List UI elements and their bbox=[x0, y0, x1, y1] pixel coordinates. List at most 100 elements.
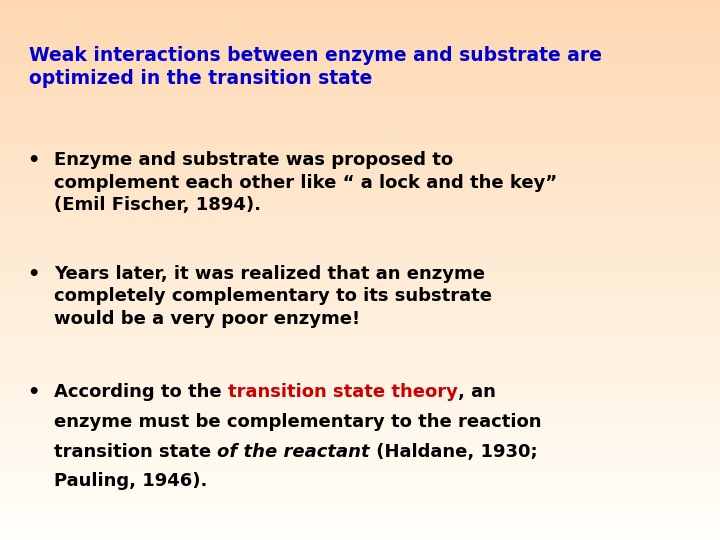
Bar bbox=[0, 275, 720, 277]
Bar bbox=[0, 444, 720, 447]
Bar bbox=[0, 274, 720, 275]
Bar bbox=[0, 450, 720, 452]
Bar bbox=[0, 5, 720, 7]
Bar bbox=[0, 461, 720, 463]
Bar bbox=[0, 272, 720, 274]
Bar bbox=[0, 153, 720, 155]
Bar bbox=[0, 39, 720, 42]
Bar bbox=[0, 135, 720, 137]
Bar bbox=[0, 15, 720, 16]
Bar bbox=[0, 117, 720, 119]
Bar bbox=[0, 432, 720, 434]
Bar bbox=[0, 101, 720, 103]
Text: (Haldane, 1930;: (Haldane, 1930; bbox=[370, 443, 538, 461]
Bar bbox=[0, 241, 720, 243]
Bar bbox=[0, 50, 720, 52]
Bar bbox=[0, 285, 720, 286]
Bar bbox=[0, 52, 720, 54]
Bar bbox=[0, 425, 720, 427]
Bar bbox=[0, 349, 720, 351]
Bar bbox=[0, 268, 720, 270]
Bar bbox=[0, 279, 720, 281]
Bar bbox=[0, 123, 720, 124]
Bar bbox=[0, 309, 720, 312]
Bar bbox=[0, 187, 720, 189]
Bar bbox=[0, 342, 720, 344]
Bar bbox=[0, 133, 720, 135]
Bar bbox=[0, 59, 720, 61]
Bar bbox=[0, 9, 720, 11]
Bar bbox=[0, 29, 720, 31]
Bar bbox=[0, 103, 720, 104]
Bar bbox=[0, 198, 720, 200]
Bar bbox=[0, 535, 720, 536]
Bar bbox=[0, 374, 720, 376]
Bar bbox=[0, 216, 720, 218]
Bar bbox=[0, 412, 720, 414]
Bar bbox=[0, 358, 720, 360]
Bar bbox=[0, 466, 720, 468]
Bar bbox=[0, 282, 720, 285]
Bar bbox=[0, 79, 720, 81]
Bar bbox=[0, 511, 720, 513]
Bar bbox=[0, 410, 720, 412]
Bar bbox=[0, 340, 720, 342]
Bar bbox=[0, 182, 720, 184]
Bar bbox=[0, 457, 720, 459]
Bar bbox=[0, 144, 720, 146]
Bar bbox=[0, 529, 720, 531]
Bar bbox=[0, 292, 720, 293]
Bar bbox=[0, 16, 720, 18]
Bar bbox=[0, 177, 720, 178]
Bar bbox=[0, 288, 720, 290]
Bar bbox=[0, 252, 720, 254]
Bar bbox=[0, 99, 720, 101]
Bar bbox=[0, 243, 720, 245]
Bar bbox=[0, 228, 720, 231]
Bar bbox=[0, 398, 720, 400]
Bar bbox=[0, 336, 720, 339]
Bar bbox=[0, 522, 720, 524]
Bar bbox=[0, 376, 720, 378]
Bar bbox=[0, 166, 720, 167]
Bar bbox=[0, 454, 720, 455]
Text: , an: , an bbox=[458, 383, 495, 401]
Bar bbox=[0, 385, 720, 387]
Bar bbox=[0, 488, 720, 490]
Bar bbox=[0, 331, 720, 333]
Bar bbox=[0, 474, 720, 475]
Bar bbox=[0, 34, 720, 36]
Bar bbox=[0, 479, 720, 481]
Bar bbox=[0, 4, 720, 5]
Bar bbox=[0, 236, 720, 238]
Bar bbox=[0, 204, 720, 205]
Bar bbox=[0, 531, 720, 533]
Bar bbox=[0, 77, 720, 79]
Bar bbox=[0, 0, 720, 2]
Bar bbox=[0, 56, 720, 58]
Bar bbox=[0, 42, 720, 43]
Bar bbox=[0, 452, 720, 454]
Bar bbox=[0, 295, 720, 297]
Bar bbox=[0, 207, 720, 209]
Bar bbox=[0, 218, 720, 220]
Bar bbox=[0, 317, 720, 319]
Bar bbox=[0, 414, 720, 416]
Bar bbox=[0, 119, 720, 120]
Bar bbox=[0, 394, 720, 396]
Bar bbox=[0, 115, 720, 117]
Bar bbox=[0, 353, 720, 355]
Bar bbox=[0, 455, 720, 457]
Bar bbox=[0, 211, 720, 212]
Bar bbox=[0, 142, 720, 144]
Bar bbox=[0, 58, 720, 59]
Bar bbox=[0, 382, 720, 383]
Bar bbox=[0, 74, 720, 76]
Bar bbox=[0, 112, 720, 113]
Bar bbox=[0, 525, 720, 528]
Bar bbox=[0, 313, 720, 315]
Bar bbox=[0, 245, 720, 247]
Bar bbox=[0, 205, 720, 207]
Bar bbox=[0, 405, 720, 407]
Bar bbox=[0, 373, 720, 374]
